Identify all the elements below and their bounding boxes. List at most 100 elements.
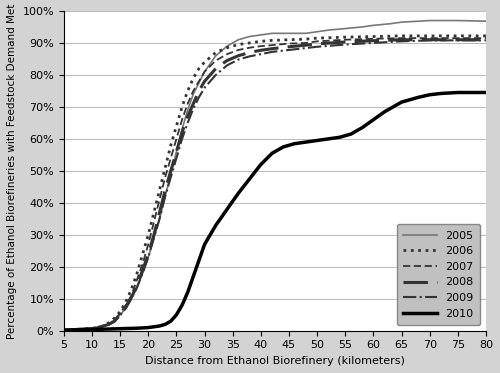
2009 (269, 50, 275, 54)
2006 (184, 89, 190, 93)
2007 (258, 44, 264, 48)
2010 (336, 135, 342, 140)
2005 (388, 22, 394, 26)
2007 (89, 326, 95, 330)
2005 (112, 319, 117, 323)
2005 (314, 29, 320, 34)
2007 (106, 322, 112, 327)
2006 (224, 46, 230, 50)
2008 (78, 327, 84, 332)
2010 (370, 117, 376, 122)
2005 (106, 322, 112, 327)
2008 (123, 304, 129, 309)
2008 (483, 38, 489, 42)
2007 (213, 58, 219, 63)
2008 (146, 252, 152, 256)
Line: 2006: 2006 (64, 36, 486, 330)
2007 (168, 156, 174, 160)
2006 (426, 34, 432, 38)
2010 (100, 327, 106, 332)
2005 (398, 20, 404, 24)
2009 (483, 38, 489, 43)
Line: 2007: 2007 (64, 38, 486, 330)
2007 (140, 261, 145, 266)
2007 (342, 38, 348, 42)
2006 (455, 34, 461, 38)
2009 (128, 297, 134, 301)
2006 (179, 105, 185, 109)
2006 (156, 188, 162, 192)
2006 (303, 37, 309, 41)
2008 (258, 48, 264, 53)
2010 (196, 258, 202, 263)
2009 (224, 63, 230, 68)
2010 (483, 90, 489, 95)
2010 (246, 177, 252, 181)
2008 (162, 188, 168, 192)
2005 (246, 34, 252, 39)
2006 (146, 233, 152, 237)
2009 (190, 106, 196, 111)
2008 (151, 233, 157, 237)
Y-axis label: Percentage of Ethanol Biorefineries with Feedstock Demand Met: Percentage of Ethanol Biorefineries with… (7, 3, 17, 339)
2007 (117, 311, 123, 316)
2005 (134, 284, 140, 288)
2005 (224, 44, 230, 48)
2005 (146, 255, 152, 260)
2005 (326, 28, 332, 32)
2010 (292, 141, 298, 146)
2010 (112, 327, 117, 331)
2007 (100, 324, 106, 328)
2008 (134, 284, 140, 288)
2008 (246, 50, 252, 55)
2010 (326, 137, 332, 141)
2010 (269, 151, 275, 156)
2009 (246, 54, 252, 59)
2009 (370, 41, 376, 45)
2006 (174, 124, 180, 128)
2008 (168, 169, 174, 173)
2007 (224, 52, 230, 56)
2009 (303, 46, 309, 50)
2005 (78, 327, 84, 332)
2006 (286, 38, 292, 42)
2010 (416, 95, 422, 100)
2006 (342, 35, 348, 40)
2009 (89, 326, 95, 330)
2005 (162, 194, 168, 199)
2010 (213, 223, 219, 228)
2007 (112, 317, 117, 322)
2010 (134, 326, 140, 330)
2006 (89, 326, 95, 330)
2010 (314, 138, 320, 143)
2010 (398, 100, 404, 104)
2007 (303, 41, 309, 45)
2009 (146, 255, 152, 260)
2005 (258, 33, 264, 37)
2008 (370, 38, 376, 43)
2007 (184, 101, 190, 106)
2009 (258, 52, 264, 56)
2009 (61, 328, 67, 332)
2008 (398, 38, 404, 42)
2010 (174, 313, 180, 317)
2008 (174, 150, 180, 154)
2009 (112, 319, 117, 323)
2005 (342, 26, 348, 31)
2005 (151, 236, 157, 240)
2010 (162, 322, 168, 327)
2007 (286, 41, 292, 46)
Line: 2010: 2010 (64, 93, 486, 330)
2006 (94, 325, 100, 330)
2006 (168, 143, 174, 147)
2009 (106, 322, 112, 327)
2005 (269, 31, 275, 35)
2008 (128, 295, 134, 300)
2007 (61, 328, 67, 332)
2006 (106, 320, 112, 325)
2007 (179, 117, 185, 122)
2007 (202, 69, 207, 74)
2007 (370, 37, 376, 41)
2005 (89, 326, 95, 330)
2007 (128, 293, 134, 298)
